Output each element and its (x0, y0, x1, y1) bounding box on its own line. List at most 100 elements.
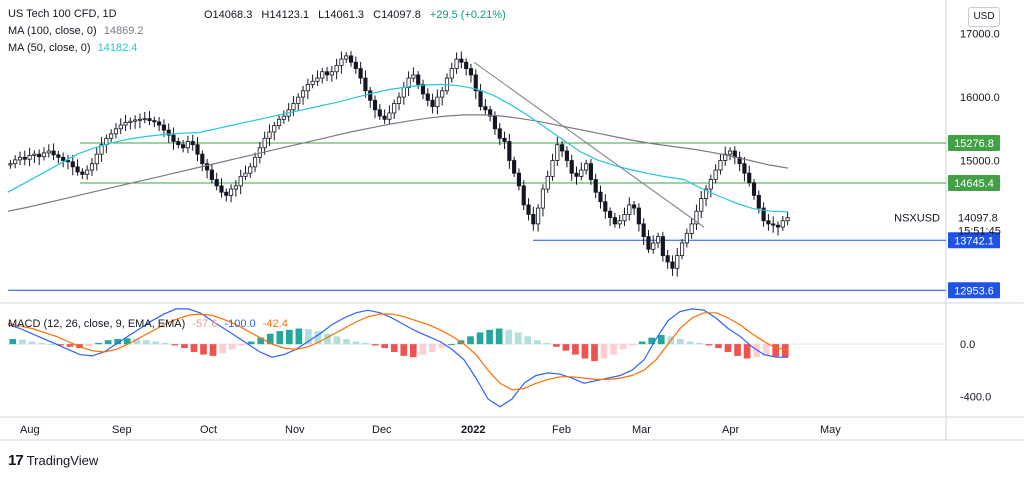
candle (137, 118, 143, 121)
candle (632, 204, 637, 209)
legend-ma50-name: MA (50, close, 0) (8, 42, 91, 54)
candle (70, 161, 75, 168)
legend-ma50[interactable]: MA (50, close, 0) 14182.4 (8, 40, 137, 57)
candle (113, 128, 119, 135)
macd-histogram-bar (572, 344, 579, 355)
macd-histogram-bar (533, 340, 541, 345)
candle (200, 153, 205, 165)
candle (569, 160, 574, 174)
candle (675, 255, 680, 269)
trendline[interactable] (473, 61, 705, 228)
macd-histogram-bar (619, 344, 627, 350)
candle (339, 58, 344, 66)
macd-line[interactable] (7, 308, 788, 408)
candle (612, 217, 617, 225)
candle (718, 160, 723, 171)
currency-button[interactable]: USD (968, 7, 1000, 27)
candle (109, 133, 114, 139)
x-tick-label: Apr (722, 424, 739, 436)
macd-histogram-bar (57, 344, 64, 346)
candle (22, 156, 27, 160)
macd-histogram-bar (352, 341, 360, 345)
macd-histogram-bar (104, 340, 112, 345)
candle (248, 166, 253, 174)
macd-histogram-bar (228, 344, 236, 350)
candle (727, 150, 733, 155)
candle (205, 163, 210, 171)
candle (75, 166, 80, 173)
macd-histogram-bar (123, 338, 131, 345)
macd-histogram-bar (209, 344, 217, 356)
macd-y-tick-label: -400.0 (960, 391, 991, 403)
candle (560, 144, 565, 152)
last-price-symbol: NSXUSD (894, 213, 940, 225)
candle (545, 175, 550, 190)
ma50-line[interactable] (7, 83, 789, 213)
candle (617, 220, 622, 225)
candle (665, 255, 670, 263)
candle (382, 115, 387, 120)
macd-histogram-bar (762, 344, 770, 356)
ohlc-readout: O14068.3 H14123.1 L14061.3 C14097.8 +29.… (204, 9, 512, 21)
candle (219, 185, 224, 193)
candle (579, 169, 584, 177)
candle (229, 188, 234, 196)
level-label: 14645.4 (954, 178, 994, 190)
macd-histogram-bar (400, 344, 408, 356)
candle (655, 236, 661, 244)
ohlc-low: L14061.3 (318, 9, 365, 21)
x-tick-label: Sep (112, 424, 132, 436)
candle (651, 242, 656, 250)
tradingview-logo[interactable]: 17 TradingView (8, 452, 98, 469)
candle (588, 163, 593, 180)
tradingview-logo-icon: 17 (8, 452, 24, 469)
candle (713, 169, 718, 180)
macd-histogram-bar (467, 336, 474, 345)
candle (176, 141, 181, 146)
candle (252, 156, 258, 168)
candle (478, 90, 483, 108)
candle (334, 65, 339, 73)
x-tick-label: May (820, 424, 841, 436)
candle (430, 99, 435, 108)
candle (660, 236, 665, 257)
macd-histogram-bar (629, 344, 636, 346)
legend-ma100[interactable]: MA (100, close, 0) 14869.2 (8, 23, 143, 40)
macd-histogram-bar (295, 328, 303, 345)
signal-line[interactable] (7, 312, 789, 391)
macd-histogram-bar (190, 344, 198, 352)
macd-histogram-bar (276, 331, 284, 345)
legend-macd[interactable]: MACD (12, 26, close, 9, EMA, EMA) -57.6 … (8, 316, 288, 333)
candle (703, 188, 709, 199)
macd-histogram-bar (781, 344, 789, 358)
candle (473, 74, 478, 92)
candle (636, 207, 641, 225)
candle (459, 58, 464, 63)
candle (771, 223, 776, 226)
candle (185, 141, 190, 149)
macd-histogram-bar (152, 341, 160, 345)
candle (536, 207, 541, 225)
candle (17, 156, 23, 161)
macd-histogram-bar (9, 338, 17, 345)
candle (540, 188, 546, 209)
candle (627, 204, 632, 215)
ohlc-open: O14068.3 (204, 9, 253, 21)
ma100-line[interactable] (7, 114, 789, 212)
x-tick-label: 2022 (461, 424, 485, 436)
macd-histogram-bar (133, 338, 141, 345)
candle (166, 129, 171, 136)
candle (305, 84, 310, 92)
legend-macd-signal: -42.4 (262, 318, 288, 330)
candle (238, 175, 243, 187)
candle (181, 144, 186, 149)
macd-histogram-bar (219, 344, 226, 354)
macd-histogram-bar (705, 344, 713, 346)
candle (521, 185, 526, 206)
currency-label: USD (973, 11, 995, 22)
candle (372, 99, 378, 111)
macd-histogram-bar (657, 335, 665, 345)
y-tick-label: 16000.0 (960, 92, 1000, 104)
candle (742, 163, 747, 174)
